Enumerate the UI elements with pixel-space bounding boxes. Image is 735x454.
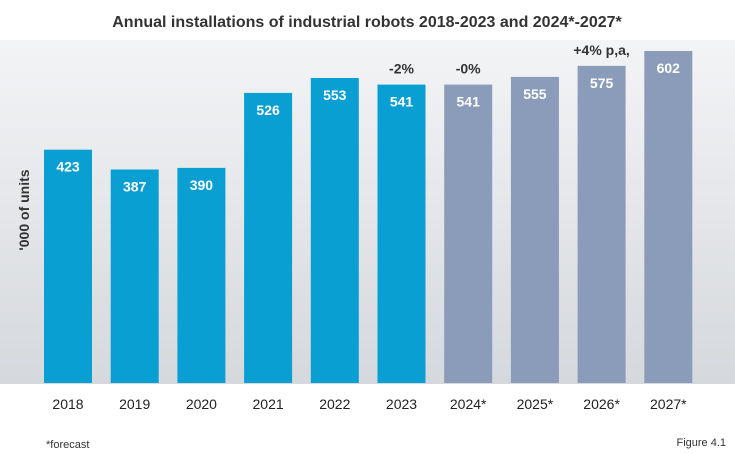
- y-axis-label: '000 of units: [16, 169, 32, 250]
- x-tick-label: 2022: [319, 396, 350, 412]
- data-label: 423: [56, 159, 80, 175]
- x-tick-label: 2025*: [517, 396, 554, 412]
- bar-2024-forecast: [444, 84, 493, 383]
- data-label: 390: [190, 177, 214, 193]
- bar-2025-forecast: [510, 76, 559, 384]
- bar-2019: [110, 169, 159, 383]
- chart-title: Annual installations of industrial robot…: [112, 14, 622, 31]
- bar-2027-forecast: [644, 51, 693, 383]
- data-label: 555: [523, 86, 547, 102]
- bar-2021: [244, 92, 293, 384]
- data-label: 526: [256, 102, 280, 118]
- x-tick-label: 2019: [119, 396, 150, 412]
- growth-annotation: +4% p,a,: [573, 42, 629, 58]
- bar-2022: [310, 78, 359, 383]
- x-tick-label: 2020: [186, 396, 217, 412]
- footnote: *forecast: [46, 439, 89, 451]
- data-label: 541: [457, 94, 481, 110]
- x-tick-label: 2021: [253, 396, 284, 412]
- x-tick-label: 2024*: [450, 396, 487, 412]
- data-label: 602: [657, 60, 681, 76]
- x-tick-label: 2018: [52, 396, 83, 412]
- x-tick-label: 2023: [386, 396, 417, 412]
- growth-annotation: -0%: [456, 61, 481, 77]
- bar-2026-forecast: [577, 65, 626, 384]
- data-label: 541: [390, 94, 414, 110]
- growth-annotation: -2%: [389, 61, 414, 77]
- bar-2020: [177, 167, 226, 383]
- x-tick-label: 2026*: [583, 396, 620, 412]
- bar-2023: [377, 84, 426, 383]
- figure-label: Figure 4.1: [676, 437, 726, 449]
- bar-2018: [44, 149, 92, 383]
- data-label: 387: [123, 179, 147, 195]
- x-tick-label: 2027*: [650, 396, 687, 412]
- data-label: 575: [590, 75, 614, 91]
- data-label: 553: [323, 87, 347, 103]
